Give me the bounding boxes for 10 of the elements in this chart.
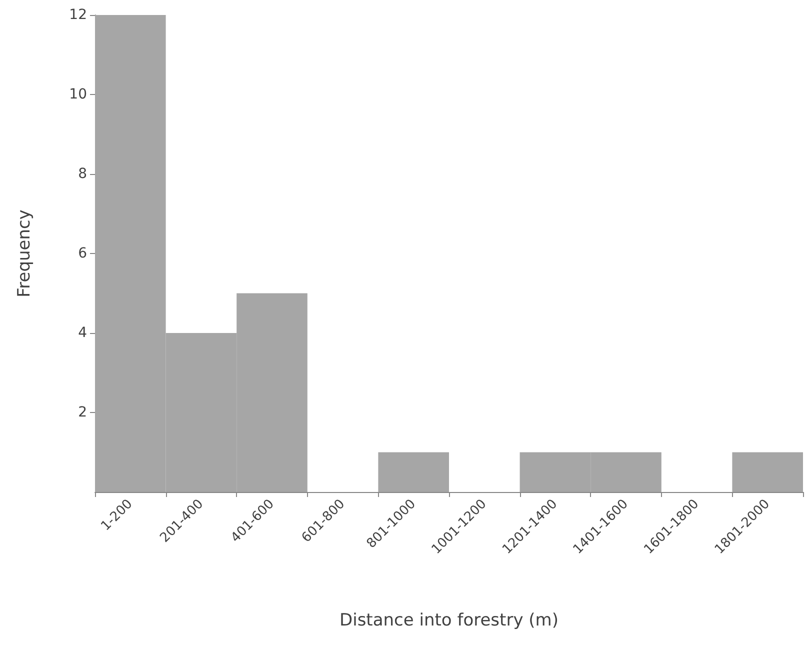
y-tick-label: 12 <box>69 7 87 23</box>
bar <box>378 452 449 492</box>
x-axis-title: Distance into forestry (m) <box>340 610 558 630</box>
y-tick-label: 10 <box>69 86 87 102</box>
bar <box>732 452 803 492</box>
y-tick-label: 2 <box>78 404 87 420</box>
y-tick-label: 4 <box>78 325 88 341</box>
y-axis-title: Frequency <box>14 210 34 298</box>
y-tick-label: 8 <box>78 166 87 182</box>
y-tick-label: 6 <box>78 246 88 262</box>
